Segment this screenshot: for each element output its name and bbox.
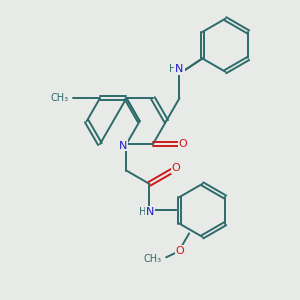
Text: CH₃: CH₃ — [144, 254, 162, 264]
Text: CH₃: CH₃ — [51, 93, 69, 103]
Text: N: N — [175, 64, 184, 74]
Text: H: H — [139, 207, 147, 217]
Text: O: O — [176, 246, 184, 256]
Text: N: N — [119, 141, 127, 151]
Text: N: N — [146, 207, 154, 217]
Text: O: O — [178, 139, 188, 149]
Text: H: H — [169, 64, 177, 74]
Text: O: O — [172, 163, 180, 173]
